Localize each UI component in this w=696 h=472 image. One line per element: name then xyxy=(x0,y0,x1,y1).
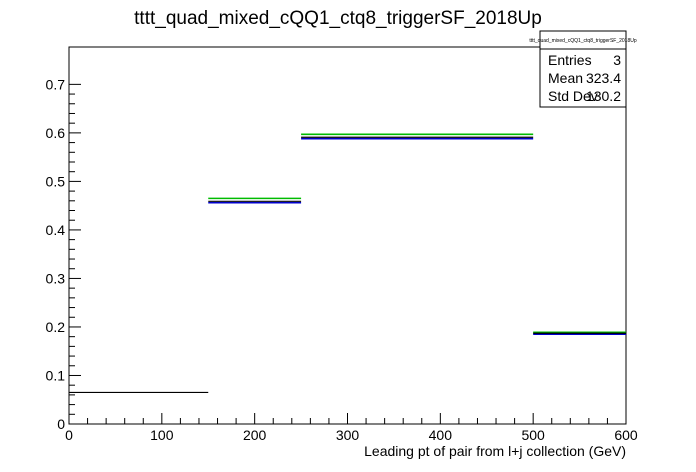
y-tick-label: 0.7 xyxy=(46,76,66,92)
y-tick-label: 0.1 xyxy=(46,367,66,383)
y-tick-label: 0.3 xyxy=(46,270,66,286)
stats-box: tttt_quad_mixed_cQQ1_ctq8_triggerSF_2018… xyxy=(529,30,637,108)
y-tick-label: 0.4 xyxy=(46,222,66,238)
x-axis-label: Leading pt of pair from l+j collection (… xyxy=(364,443,626,459)
stats-box-title: tttt_quad_mixed_cQQ1_ctq8_triggerSF_2018… xyxy=(529,38,637,44)
y-tick-label: 0.5 xyxy=(46,173,66,189)
x-tick-label: 400 xyxy=(429,427,453,443)
x-tick-label: 200 xyxy=(243,427,267,443)
stats-stddev-value: 130.2 xyxy=(586,88,621,104)
stats-box-frame xyxy=(539,30,627,108)
x-tick-label: 100 xyxy=(150,427,174,443)
histogram-series xyxy=(69,133,626,394)
y-tick-label: 0.2 xyxy=(46,319,66,335)
x-tick-label: 500 xyxy=(521,427,545,443)
stats-entries-label: Entries xyxy=(548,52,592,68)
chart-title: tttt_quad_mixed_cQQ1_ctq8_triggerSF_2018… xyxy=(134,8,542,29)
stats-stddev-label: Std Dev xyxy=(548,88,598,104)
stats-entries-value: 3 xyxy=(613,52,621,68)
x-axis: 0 100 200 300 400 500 600 xyxy=(65,413,638,443)
y-axis: 0 0.1 0.2 0.3 0.4 0.5 0.6 0.7 xyxy=(46,76,81,432)
stats-mean-value: 323.4 xyxy=(586,70,621,86)
y-tick-label: 0 xyxy=(57,416,65,432)
x-tick-label: 600 xyxy=(614,427,638,443)
stats-mean-label: Mean xyxy=(548,70,583,86)
x-tick-label: 300 xyxy=(336,427,360,443)
y-tick-label: 0.6 xyxy=(46,125,66,141)
x-tick-label: 0 xyxy=(65,427,73,443)
